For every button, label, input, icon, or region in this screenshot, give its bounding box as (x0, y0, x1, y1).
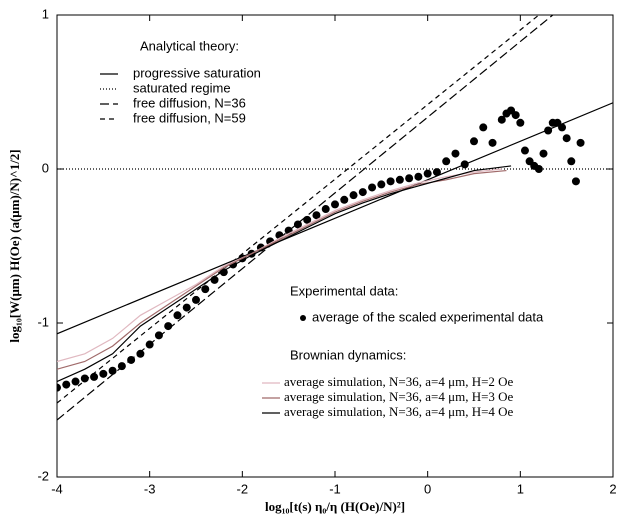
legend-title: Analytical theory: (140, 38, 239, 53)
data-point (127, 355, 136, 364)
y-axis-label: log₁₀[W(μm) H(Oe) (a(μm)/N)^1/2] (7, 149, 22, 342)
y-tick-label: 0 (42, 160, 49, 175)
data-point (108, 366, 117, 375)
data-point (558, 123, 567, 132)
legend-title: Brownian dynamics: (290, 347, 406, 362)
data-point (460, 160, 469, 169)
data-point (488, 138, 497, 147)
data-point (303, 215, 312, 224)
data-point (331, 200, 339, 209)
data-point (57, 383, 61, 392)
legend-marker (300, 315, 306, 321)
data-point (562, 134, 571, 143)
data-point (71, 377, 80, 386)
data-point (154, 331, 163, 340)
data-point (136, 349, 145, 358)
data-point (349, 191, 358, 200)
legend-label: progressive saturation (133, 65, 261, 80)
data-point (182, 303, 191, 312)
x-tick-label: -4 (51, 481, 63, 496)
data-point (386, 177, 395, 186)
series-line (57, 102, 613, 335)
x-tick-label: 2 (609, 481, 616, 496)
x-tick-label: -2 (237, 481, 249, 496)
data-point (576, 138, 585, 147)
x-axis-label: log₁₀[t(s) η₀/η (H(Oe)/N)²] (265, 499, 405, 514)
data-point (497, 115, 506, 124)
x-tick-label: -1 (329, 481, 341, 496)
data-point (145, 340, 154, 349)
data-point (470, 137, 478, 146)
data-point (368, 183, 377, 192)
legend-label: free diffusion, N=36 (133, 95, 246, 110)
series-line (57, 169, 507, 370)
legend-label: average of the scaled experimental data (312, 309, 544, 324)
data-point (520, 146, 529, 155)
data-point (534, 165, 543, 173)
x-tick-label: 0 (424, 481, 431, 496)
data-point (164, 322, 173, 331)
data-point (90, 372, 99, 381)
data-point (293, 220, 302, 229)
data-point (201, 285, 210, 294)
data-point (423, 169, 432, 178)
series-line (57, 165, 512, 383)
legend-label: average simulation, N=36, a=4 μm, H=4 Oe (284, 404, 514, 419)
data-point (442, 157, 451, 166)
data-point (539, 149, 548, 158)
data-point (516, 118, 525, 127)
data-point (432, 168, 441, 177)
data-point (80, 374, 89, 383)
data-point (340, 195, 349, 204)
data-point (62, 380, 71, 389)
legend-label: saturated regime (133, 80, 231, 95)
data-point (567, 157, 576, 166)
plot-area (57, 15, 613, 421)
data-point (479, 123, 488, 132)
legend-label: free diffusion, N=59 (133, 110, 246, 125)
data-point (312, 211, 321, 220)
data-point (377, 180, 386, 189)
data-point (99, 369, 108, 378)
data-point (511, 111, 520, 120)
legend-label: average simulation, N=36, a=4 μm, H=2 Oe (284, 374, 514, 389)
y-tick-label: 1 (42, 6, 49, 21)
y-tick-label: -1 (37, 314, 49, 329)
data-point (173, 311, 182, 320)
x-tick-label: 1 (517, 481, 524, 496)
y-tick-label: -2 (37, 468, 49, 483)
data-point (192, 295, 200, 304)
data-point (544, 126, 553, 135)
data-point (358, 188, 367, 197)
data-point (414, 172, 423, 181)
series-line (57, 168, 502, 363)
data-point (321, 205, 330, 214)
legend-title: Experimental data: (290, 283, 398, 298)
data-point (405, 174, 414, 183)
data-point (451, 149, 460, 158)
x-tick-label: -3 (144, 481, 156, 496)
legend-label: average simulation, N=36, a=4 μm, H=3 Oe (284, 389, 514, 404)
data-point (571, 177, 580, 186)
series-line (57, 15, 540, 404)
data-point (395, 175, 404, 184)
data-point (117, 362, 126, 371)
